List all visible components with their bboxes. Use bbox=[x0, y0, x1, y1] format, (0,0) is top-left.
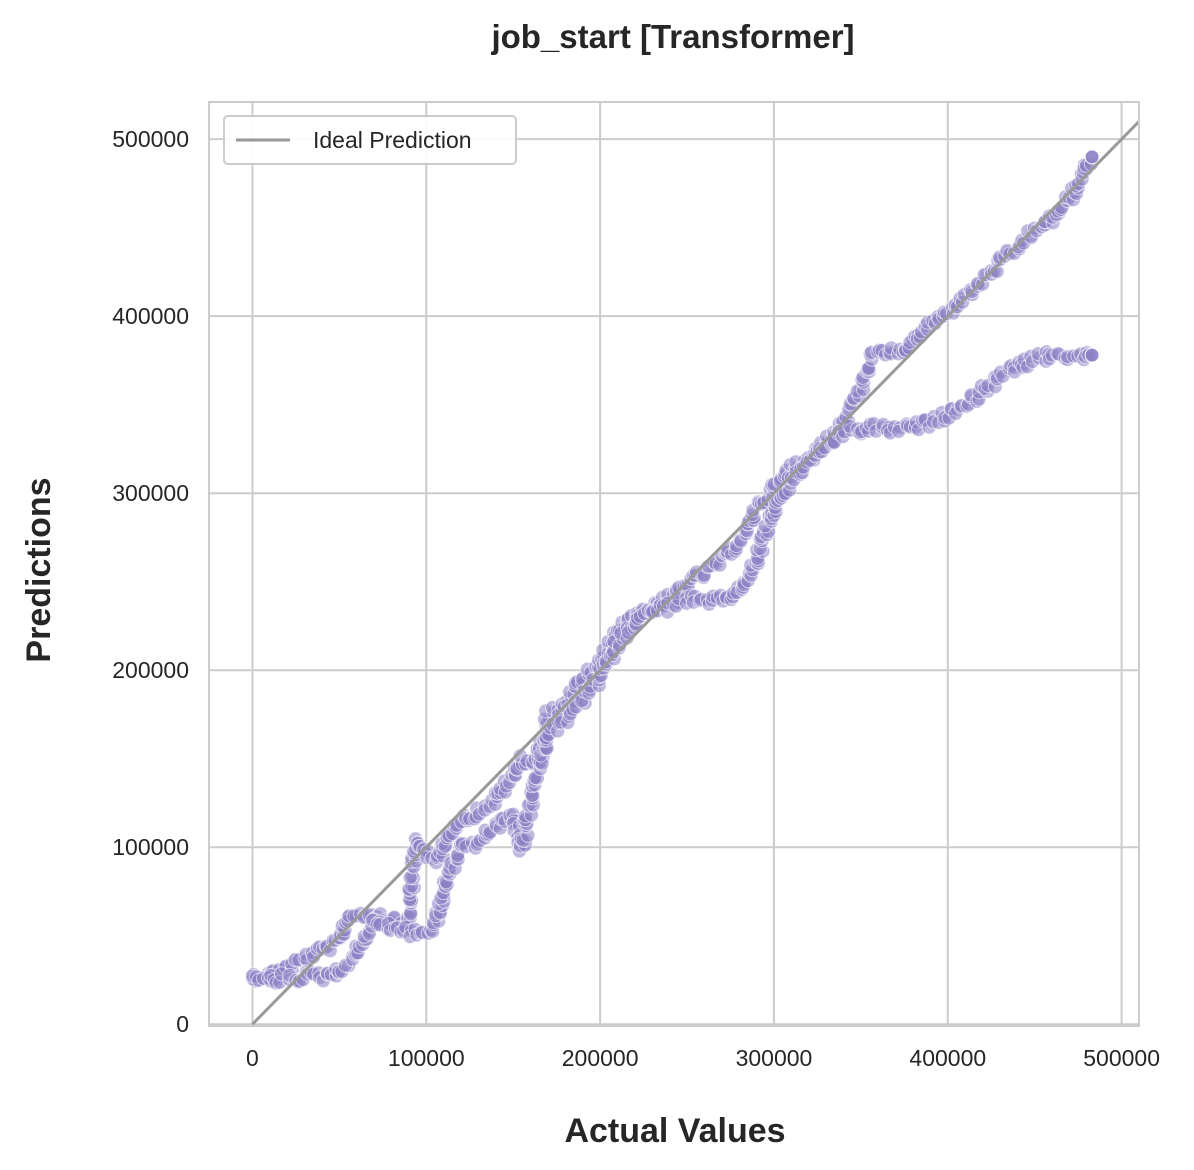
x-tick-label: 300000 bbox=[736, 1045, 813, 1071]
legend-box bbox=[223, 115, 517, 165]
chart-title: job_start [Transformer] bbox=[490, 18, 854, 55]
legend-label-ideal-prediction: Ideal Prediction bbox=[313, 127, 472, 153]
legend: Ideal Prediction bbox=[223, 115, 517, 165]
ideal-prediction-line bbox=[251, 120, 1141, 1026]
y-tick-labels: 0 100000 200000 300000 400000 500000 bbox=[112, 126, 189, 1037]
y-tick-label: 100000 bbox=[112, 834, 189, 860]
y-tick-label: 200000 bbox=[112, 657, 189, 683]
scatter-point bbox=[1084, 347, 1100, 363]
plot-frame bbox=[208, 101, 1140, 1027]
x-tick-label: 0 bbox=[246, 1045, 259, 1071]
x-axis-label: Actual Values bbox=[564, 1112, 785, 1150]
x-tick-label: 400000 bbox=[909, 1045, 986, 1071]
scatter-point bbox=[1084, 149, 1100, 165]
x-tick-labels: 0 100000 200000 300000 400000 500000 bbox=[246, 1045, 1160, 1071]
x-tick-label: 500000 bbox=[1083, 1045, 1160, 1071]
x-tick-label: 100000 bbox=[388, 1045, 465, 1071]
y-axis-label: Predictions bbox=[20, 477, 58, 662]
y-tick-label: 0 bbox=[176, 1011, 189, 1037]
x-tick-label: 200000 bbox=[562, 1045, 639, 1071]
y-tick-label: 500000 bbox=[112, 126, 189, 152]
y-tick-label: 300000 bbox=[112, 480, 189, 506]
y-tick-label: 400000 bbox=[112, 303, 189, 329]
